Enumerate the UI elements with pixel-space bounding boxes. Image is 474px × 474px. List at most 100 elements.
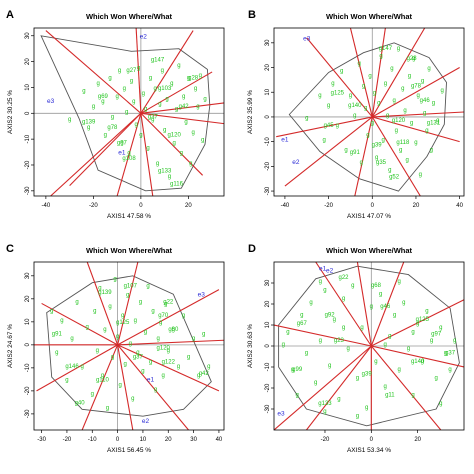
genotype-point: g <box>123 86 126 92</box>
genotype-point: g <box>187 76 190 82</box>
genotype-point: g <box>101 373 104 379</box>
genotype-point: g <box>440 88 443 94</box>
genotype-point: g <box>305 350 308 356</box>
genotype-point: g <box>377 101 380 107</box>
genotype-point: g <box>127 151 130 157</box>
sector-ray <box>140 30 194 114</box>
sector-ray <box>371 28 426 118</box>
genotype-point: g <box>75 299 78 305</box>
genotype-point: g <box>146 145 149 151</box>
genotype-point: g <box>154 387 157 393</box>
genotype-point: g <box>410 120 413 126</box>
genotype-point: g <box>375 155 378 161</box>
genotype-label: g35 <box>376 160 387 166</box>
genotype-point: g <box>146 283 149 289</box>
genotype-point: g <box>337 397 340 403</box>
genotype-point: g <box>412 56 415 62</box>
sector-ray <box>45 30 142 114</box>
genotype-point: g <box>416 93 419 99</box>
genotype-point: g <box>177 364 180 370</box>
genotype-label: g125 <box>416 317 430 323</box>
genotype-point: g <box>104 133 107 139</box>
environment-label: e3 <box>303 35 311 42</box>
genotype-label: g97 <box>117 140 128 146</box>
genotype-point: g <box>430 338 433 344</box>
environment-label: e1 <box>118 150 126 157</box>
panel-d: D Which Won Where/Whatggggggggggggggggggg… <box>247 243 465 454</box>
genotype-label: g42 <box>179 104 190 110</box>
genotype-point: g <box>60 318 63 324</box>
genotype-point: g <box>421 78 424 84</box>
genotype-point: g <box>397 46 400 52</box>
environment-label: e1 <box>147 377 155 384</box>
genotype-point: g <box>199 73 202 79</box>
genotype-point: g <box>111 114 114 120</box>
genotype-label: g69 <box>98 94 109 100</box>
genotype-point: g <box>439 401 442 407</box>
chart-title: Which Won Where/What <box>86 12 173 21</box>
genotype-point: g <box>374 359 377 365</box>
sector-ray <box>349 28 373 118</box>
genotype-point: g <box>327 103 330 109</box>
genotype-point: g <box>392 98 395 104</box>
sector-ray <box>284 116 373 187</box>
genotype-point: g <box>453 338 456 344</box>
genotype-point: g <box>130 78 133 84</box>
genotype-point: g <box>162 373 165 379</box>
genotype-point: g <box>50 309 53 315</box>
environment-label: e3 <box>198 292 206 299</box>
genotype-point: g <box>407 346 410 352</box>
genotype-point: g <box>300 313 303 319</box>
genotype-point: g <box>384 81 387 87</box>
sector-ray <box>81 344 119 430</box>
y-tick-label: -20 <box>25 386 31 395</box>
sector-ray <box>50 112 142 196</box>
y-tick-label: -20 <box>265 383 271 392</box>
genotype-point: g <box>340 68 343 74</box>
genotype-point: g <box>202 332 205 338</box>
genotype-point: g <box>425 128 428 134</box>
panel-letter: C <box>6 243 14 255</box>
genotype-point: g <box>403 108 406 114</box>
genotype-point: g <box>80 364 83 370</box>
sector-ray <box>116 113 142 196</box>
genotype-point: g <box>197 373 200 379</box>
genotype-point: g <box>305 115 308 121</box>
plot-area: gggggggggggggggggggggggggggggggggggggggg… <box>34 262 224 430</box>
environment-label: e2 <box>292 159 300 166</box>
genotype-label: g122 <box>162 359 176 365</box>
genotype-label: g78 <box>107 125 118 131</box>
sector-ray <box>117 344 134 430</box>
genotype-point: g <box>291 367 294 373</box>
genotype-label: g92 <box>325 313 336 319</box>
genotype-point: g <box>82 89 85 95</box>
genotype-point: g <box>373 91 376 97</box>
y-tick-label: 10 <box>265 321 271 328</box>
genotype-point: g <box>356 376 359 382</box>
x-tick-label: -20 <box>321 437 330 443</box>
genotype-point: g <box>427 66 430 72</box>
genotype-label: g37 <box>133 355 144 361</box>
genotype-point: g <box>393 313 396 319</box>
genotype-point: g <box>401 86 404 92</box>
genotype-label: g140 <box>411 359 425 365</box>
y-tick-label: 20 <box>265 300 271 307</box>
genotype-label: g110 <box>96 378 110 384</box>
sector-ray <box>135 28 142 114</box>
genotype-point: g <box>416 321 419 327</box>
genotype-point: g <box>108 304 111 310</box>
genotype-point: g <box>161 68 164 74</box>
sector-ray <box>354 116 373 196</box>
genotype-label: g70 <box>158 313 169 319</box>
genotype-point: g <box>356 413 359 419</box>
genotype-point: g <box>91 391 94 397</box>
panel-letter: B <box>248 9 256 21</box>
convex-hull-polygon <box>278 265 460 427</box>
genotype-point: g <box>124 362 127 368</box>
genotype-label: g28 <box>188 76 199 82</box>
genotype-point: g <box>342 296 345 302</box>
genotype-point: g <box>70 336 73 342</box>
genotype-point: g <box>331 81 334 87</box>
genotype-point: g <box>87 125 90 131</box>
genotype-point: g <box>318 93 321 99</box>
